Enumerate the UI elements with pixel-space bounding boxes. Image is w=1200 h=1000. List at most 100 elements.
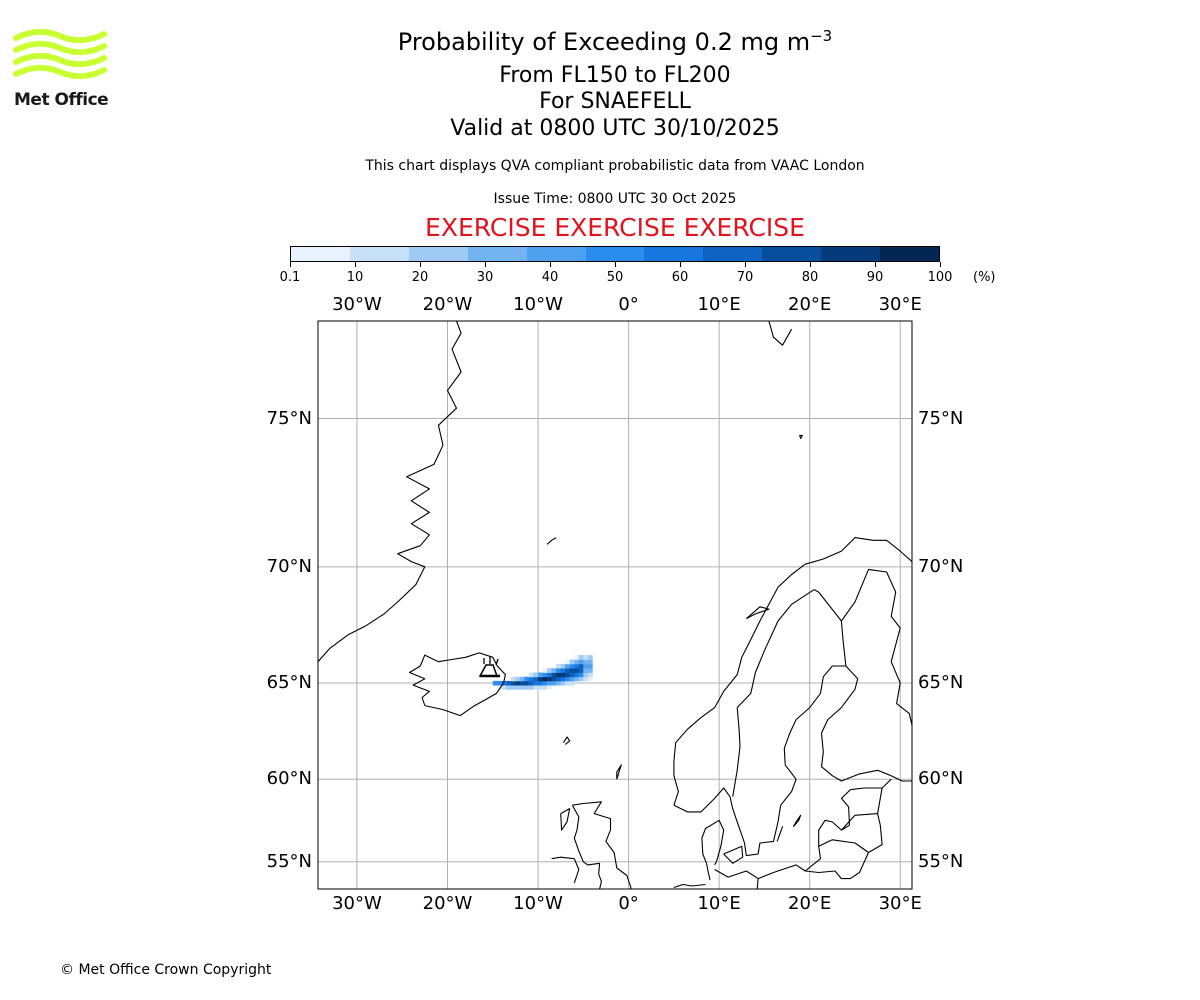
- colorbar-tick-mark: [289, 262, 291, 267]
- plume-cell: [538, 685, 543, 690]
- plume-cell: [551, 676, 557, 682]
- colorbar-tick-mark: [419, 262, 421, 267]
- plume-cell: [538, 672, 543, 678]
- plume-cell: [578, 668, 584, 673]
- coastline: [732, 589, 815, 797]
- plume-cell: [519, 680, 525, 686]
- plume-cell: [547, 685, 552, 690]
- plume-cell: [501, 680, 507, 686]
- colorbar-tick-mark: [549, 262, 551, 267]
- plume-cell: [560, 676, 566, 682]
- colorbar-tick-mark: [744, 262, 746, 267]
- plume-cell: [578, 655, 584, 660]
- plume-cell: [551, 668, 557, 673]
- coastline: [792, 814, 802, 828]
- plume-cell: [533, 685, 539, 690]
- colorbar-segment: [526, 247, 586, 261]
- plume-cell: [542, 668, 548, 673]
- plume-cell: [556, 680, 561, 686]
- plume-cell: [560, 672, 566, 678]
- plume-cell: [565, 668, 571, 673]
- plume-cell: [533, 676, 539, 682]
- plume-cell: [578, 672, 584, 678]
- coastline: [572, 801, 632, 889]
- volcano-marker: [478, 657, 500, 678]
- plume-cell: [565, 659, 571, 665]
- plume-cell: [515, 676, 521, 682]
- longitude-label: 10°E: [697, 294, 741, 315]
- chart-title: Probability of Exceeding 0.2 mg m−3: [397, 27, 833, 56]
- colorbar-unit: (%): [973, 270, 996, 285]
- plume-cell: [574, 672, 580, 678]
- valid-time: Valid at 0800 UTC 30/10/2025: [450, 116, 780, 141]
- plume-cell: [560, 680, 566, 686]
- colorbar-segment: [349, 247, 409, 261]
- plume-cell: [524, 680, 530, 686]
- coastline: [560, 808, 571, 831]
- colorbar-tick-label: 30: [476, 270, 494, 285]
- plume-cell: [565, 663, 571, 669]
- coastline: [714, 778, 892, 880]
- map-frame: [317, 320, 913, 890]
- plume-cell: [574, 676, 580, 682]
- longitude-label: 20°E: [788, 294, 832, 315]
- plume-cell: [497, 680, 503, 686]
- logo-wave: [13, 40, 107, 56]
- longitude-label: 0°: [618, 294, 639, 315]
- coastline: [318, 321, 462, 663]
- logo-wave: [13, 52, 107, 68]
- plume-cell: [542, 672, 548, 678]
- plume-cell: [556, 676, 561, 682]
- plume-cell: [578, 659, 584, 665]
- latitude-label: 75°N: [918, 407, 964, 429]
- longitude-label: 30°W: [332, 893, 382, 914]
- latitude-label: 65°N: [266, 672, 312, 694]
- probability-colorbar: [290, 246, 940, 262]
- plume-cell: [556, 672, 561, 678]
- plume-cell: [574, 655, 580, 660]
- coastline: [818, 787, 883, 854]
- plume-cell: [538, 680, 543, 686]
- coastline: [805, 870, 836, 874]
- plume-cell: [538, 676, 543, 682]
- latitude-label: 75°N: [266, 407, 312, 429]
- longitude-label: 20°W: [422, 893, 473, 914]
- plume-cell: [560, 663, 566, 669]
- plume-cell: [560, 668, 566, 673]
- plume-cell: [510, 680, 516, 686]
- plume-cell: [583, 668, 589, 673]
- plume-cell: [510, 685, 516, 690]
- plume-cell: [492, 680, 498, 686]
- latitude-label: 55°N: [266, 850, 312, 872]
- plume-cell: [519, 676, 525, 682]
- colorbar-segment: [585, 247, 645, 261]
- plume-cell: [510, 676, 516, 682]
- plume-cell: [506, 685, 512, 690]
- coastline: [840, 813, 878, 831]
- plume-cell: [583, 659, 589, 665]
- logo-text: Met Office: [14, 90, 109, 110]
- coastline: [756, 878, 759, 889]
- flight-level-range: From FL150 to FL200: [499, 63, 731, 88]
- plume-cell: [551, 672, 557, 678]
- plume-cell: [569, 659, 575, 665]
- coastline: [799, 434, 803, 439]
- issue-time: Issue Time: 0800 UTC 30 Oct 2025: [493, 191, 737, 207]
- plume-cell: [574, 668, 580, 673]
- latitude-label: 70°N: [266, 555, 312, 577]
- coastline: [702, 853, 711, 881]
- latitude-label: 65°N: [918, 672, 964, 694]
- colorbar-tick-mark: [809, 262, 811, 267]
- colorbar-tick-label: 100: [927, 270, 953, 285]
- longitude-label: 10°W: [513, 294, 563, 315]
- plume-cell: [565, 680, 571, 686]
- coastline: [571, 804, 602, 889]
- coastline: [701, 819, 725, 866]
- colorbar-segment: [291, 247, 350, 261]
- plume-cell: [587, 655, 593, 660]
- colorbar-segment: [644, 247, 704, 261]
- coastline: [813, 589, 847, 667]
- coastline: [616, 764, 622, 780]
- latitude-label: 55°N: [918, 850, 964, 872]
